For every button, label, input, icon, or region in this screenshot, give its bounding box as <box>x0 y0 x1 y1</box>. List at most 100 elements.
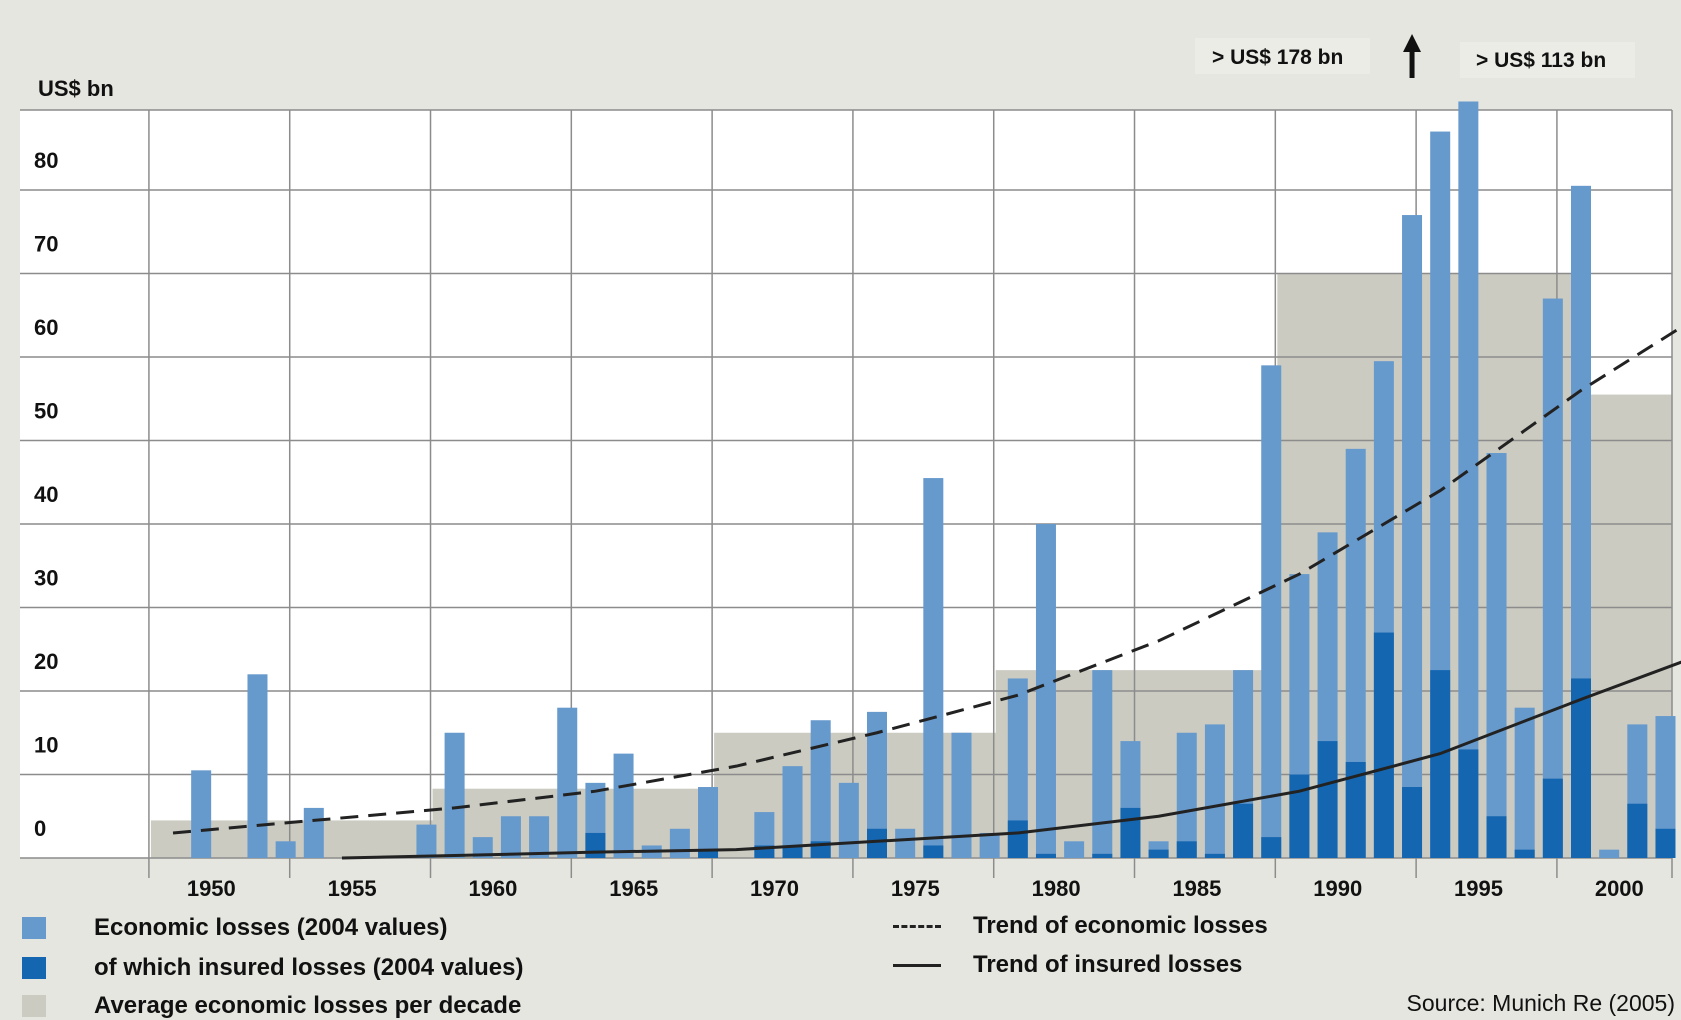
bar-insured-1990 <box>1289 774 1310 858</box>
bar-economic-1954 <box>275 841 296 858</box>
bar-economic-1969 <box>698 787 719 858</box>
y-tick-20: 20 <box>34 649 58 674</box>
x-tick-1990: 1990 <box>1313 876 1362 901</box>
legend-swatch-average <box>22 995 46 1017</box>
bar-economic-1983 <box>1092 670 1113 858</box>
x-tick-1955: 1955 <box>328 876 377 901</box>
x-tick-1980: 1980 <box>1032 876 1081 901</box>
bar-economic-1975 <box>867 711 887 858</box>
x-tick-1970: 1970 <box>750 876 799 901</box>
bar-insured-2002 <box>1627 803 1648 858</box>
bar-insured-1998 <box>1514 849 1535 858</box>
bar-economic-1960 <box>444 732 465 858</box>
x-tick-1950: 1950 <box>187 876 236 901</box>
bar-insured-1987 <box>1204 853 1225 858</box>
x-axis-ticks: 1950 1955 1960 1965 1970 1975 1980 1985 1990 1995… <box>187 876 1644 901</box>
bar-economic-1998 <box>1514 707 1535 858</box>
bar-insured-2000 <box>1571 678 1591 858</box>
legend-swatch-economic <box>22 917 46 939</box>
bar-insured-1991 <box>1317 741 1338 858</box>
legend-trend-insured: Trend of insured losses <box>893 951 1242 979</box>
legend-insured: of which insured losses (2004 values) <box>22 954 524 982</box>
bar-economic-1973 <box>810 720 831 858</box>
bar-economic-1966 <box>613 753 634 858</box>
legend-dashed-line <box>893 924 941 928</box>
bar-insured-1965 <box>585 832 606 858</box>
bar-economic-1951 <box>191 770 212 858</box>
x-tick-1975: 1975 <box>891 876 940 901</box>
bar-economic-1989 <box>1261 365 1282 858</box>
legend-label-economic: Economic losses (2004 values) <box>94 914 448 941</box>
bar-insured-1997 <box>1486 816 1507 858</box>
bar-insured-1983 <box>1092 853 1113 858</box>
bar-economic-1974 <box>838 782 859 858</box>
y-axis-ticks: 0 10 20 30 40 50 60 70 80 <box>34 148 58 841</box>
bar-economic-2003 <box>1655 716 1676 858</box>
bar-insured-1992 <box>1345 761 1366 858</box>
bar-insured-1986 <box>1176 841 1197 858</box>
x-tick-2000: 2000 <box>1595 876 1644 901</box>
bar-economic-1963 <box>529 816 550 858</box>
bar-insured-1994 <box>1402 787 1423 858</box>
bar-economic-1997 <box>1486 453 1507 858</box>
annotation-label-1: > US$ 178 bn <box>1212 46 1343 69</box>
bar-economic-1953 <box>247 674 268 858</box>
legend-trend-economic: Trend of economic losses <box>893 912 1268 940</box>
source-note: Source: Munich Re (2005) <box>1406 990 1675 1016</box>
bar-economic-1976 <box>895 828 916 858</box>
y-tick-80: 80 <box>34 148 58 173</box>
bar-economic-1994 <box>1402 215 1423 859</box>
bar-economic-1968 <box>669 828 690 858</box>
annotation-box-2 <box>1460 42 1635 78</box>
bar-economic-1962 <box>500 816 521 858</box>
legend-label-insured: of which insured losses (2004 values) <box>94 954 524 981</box>
y-tick-50: 50 <box>34 399 58 424</box>
bar-economic-1996 <box>1458 101 1479 859</box>
legend-solid-line <box>893 963 941 967</box>
bar-economic-1987 <box>1204 724 1225 858</box>
x-tick-1995: 1995 <box>1454 876 1503 901</box>
bar-economic-1959 <box>416 824 437 858</box>
bar-insured-1988 <box>1233 803 1254 858</box>
bar-economic-1992 <box>1345 448 1366 858</box>
legend-average: Average economic losses per decade <box>22 992 521 1020</box>
trend-line-economic <box>172 325 1681 835</box>
bar-economic-1964 <box>557 707 578 858</box>
x-tick-1965: 1965 <box>609 876 658 901</box>
bar-economic-1955 <box>303 807 324 858</box>
bar-economic-1982 <box>1064 841 1085 858</box>
bar-economic-1978 <box>951 732 972 858</box>
bar-insured-1993 <box>1373 632 1394 858</box>
legend-label-average: Average economic losses per decade <box>94 992 522 1019</box>
arrow-head-1994 <box>1403 34 1422 52</box>
bar-economic-1999 <box>1542 298 1563 858</box>
overflow-arrows <box>1403 34 1422 78</box>
trend-lines <box>172 325 1681 860</box>
annotation-box-1 <box>1195 38 1370 74</box>
bar-insured-1980 <box>1007 820 1028 858</box>
bar-economic-1972 <box>782 766 803 858</box>
bar-economic-1977 <box>923 478 944 858</box>
y-axis-label: US$ bn <box>38 76 114 101</box>
bar-insured-2003 <box>1655 828 1676 858</box>
bar-insured-1975 <box>867 828 887 858</box>
bar-insured-1989 <box>1261 837 1282 858</box>
bar-insured-1995 <box>1430 670 1451 858</box>
legend-economic: Economic losses (2004 values) <box>22 914 448 942</box>
bar-insured-1977 <box>923 845 944 858</box>
legend-label-trend-economic: Trend of economic losses <box>973 912 1268 939</box>
bar-insured-1996 <box>1458 749 1479 858</box>
bar-economic-1961 <box>472 837 493 858</box>
y-tick-10: 10 <box>34 733 58 758</box>
bar-insured-1984 <box>1120 807 1141 858</box>
bar-insured-1972 <box>782 845 803 858</box>
y-tick-60: 60 <box>34 315 58 340</box>
bars <box>191 101 1676 859</box>
bar-economic-1980 <box>1007 678 1028 858</box>
bar-economic-1979 <box>979 832 1000 858</box>
bar-economic-1986 <box>1176 732 1197 858</box>
bar-economic-1981 <box>1035 524 1056 858</box>
y-tick-30: 30 <box>34 566 58 591</box>
legend-swatch-insured <box>22 957 46 979</box>
